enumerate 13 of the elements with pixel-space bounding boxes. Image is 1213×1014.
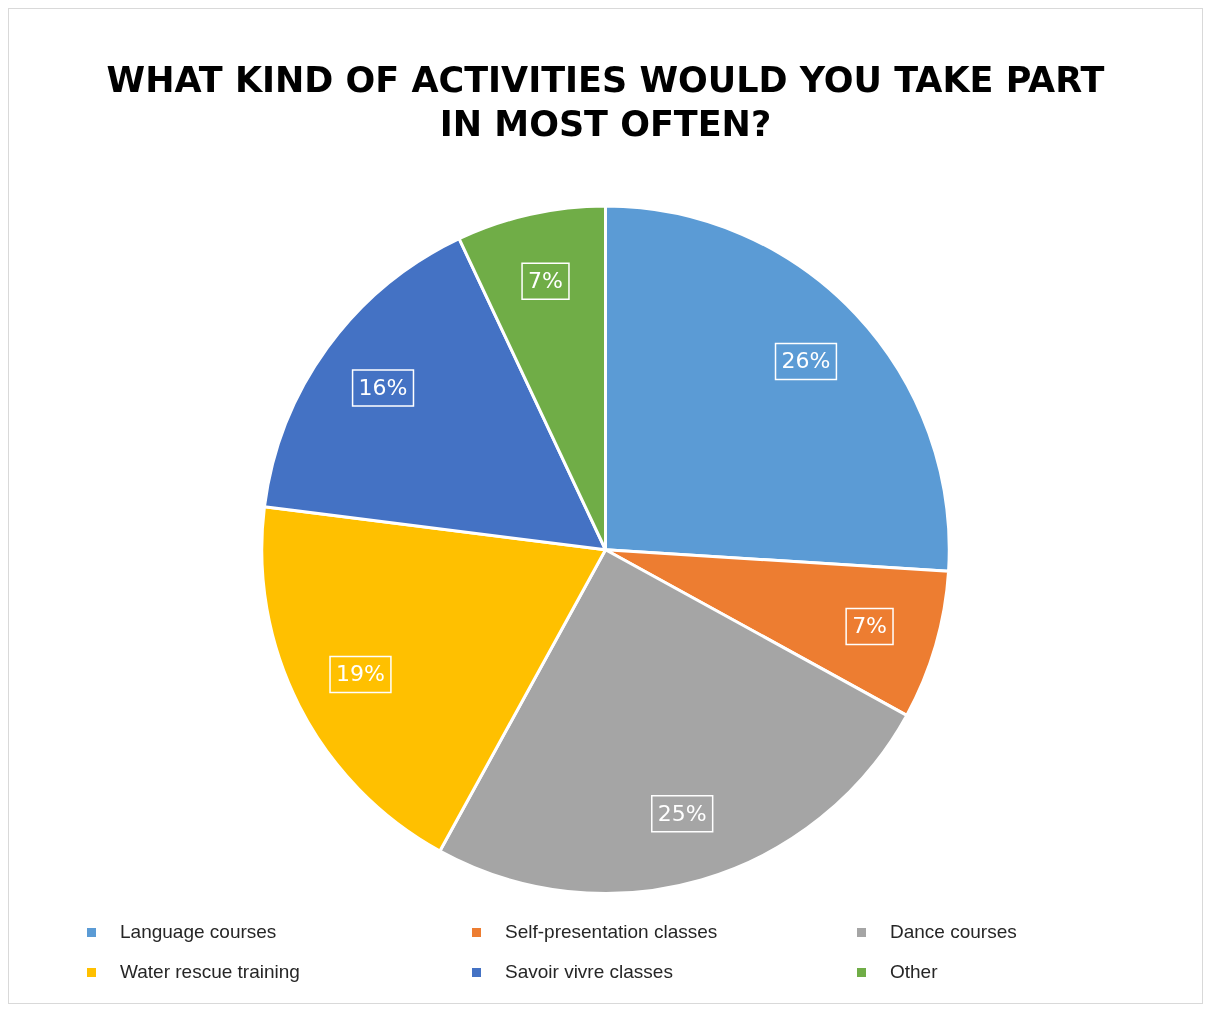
data-label: 25%	[657, 800, 707, 826]
legend-label: Other	[890, 961, 938, 983]
legend-label: Language courses	[120, 921, 277, 943]
data-label: 19%	[336, 661, 385, 687]
legend-label: Dance courses	[890, 921, 1017, 943]
data-label: 7%	[852, 613, 888, 639]
legend-label: Savoir vivre classes	[505, 961, 673, 983]
legend-label: Self-presentation classes	[505, 921, 718, 943]
legend-label: Water rescue training	[120, 961, 300, 983]
data-label: 7%	[528, 268, 563, 294]
data-label: 26%	[781, 348, 831, 374]
data-label: 16%	[358, 374, 408, 400]
chart-title: WHAT KIND OF ACTIVITIES WOULD YOU TAKE PART IN MOST OFTEN?	[106, 59, 1105, 144]
